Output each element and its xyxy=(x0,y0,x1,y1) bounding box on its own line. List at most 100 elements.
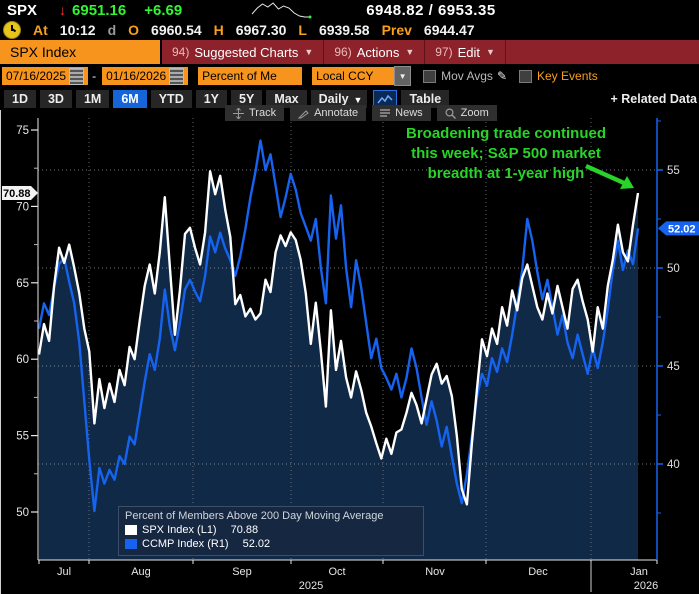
delay-flag: d xyxy=(107,22,117,38)
price-chart[interactable]: 75 70 65 60 55 50 55 50 45 40 Jul Aug Sep Oct Nov Dec Ja… xyxy=(1,110,699,594)
key-events-checkbox[interactable] xyxy=(519,69,532,83)
tab-1y[interactable]: 1Y xyxy=(195,90,228,108)
ccmp-swatch xyxy=(125,539,137,549)
tab-1d[interactable]: 1D xyxy=(4,90,36,108)
chart-area[interactable]: 75 70 65 60 55 50 55 50 45 40 Jul Aug Sep Oct Nov Dec Ja… xyxy=(0,105,699,594)
month-label: Oct xyxy=(328,566,345,578)
chart-settings-bar: 07/16/2025 - 01/16/2026 Percent of Me Lo… xyxy=(0,64,699,88)
chevron-down-icon: ▼ xyxy=(405,47,415,57)
tab-1m[interactable]: 1M xyxy=(75,90,110,108)
year-label: 2025 xyxy=(299,580,323,592)
news-label: News xyxy=(395,107,423,119)
month-label: Jan xyxy=(630,566,648,578)
quote-row-2: At 10:12 d O 6960.54 H 6967.30 L 6939.58… xyxy=(0,20,699,40)
menu-edit[interactable]: 97) Edit ▼ xyxy=(425,40,506,64)
right-axis-label: 50 xyxy=(667,263,680,275)
annotation-line-1: Broadening trade continued xyxy=(405,125,606,142)
legend-value: 70.88 xyxy=(230,524,259,536)
tab-5y[interactable]: 5Y xyxy=(231,90,263,108)
legend-item-spx[interactable]: SPX Index (L1) 70.88 xyxy=(125,523,417,537)
month-label: Aug xyxy=(131,566,151,578)
last-price: 6951.16 xyxy=(72,1,127,19)
calendar-icon[interactable] xyxy=(169,67,185,85)
period-tab-bar: 1D 3D 1M 6M YTD 1Y 5Y Max Daily ▼ Table +… xyxy=(0,88,699,110)
menu-suggested-charts[interactable]: 94) Suggested Charts ▼ xyxy=(162,40,325,64)
chart-annotation-text: Broadening trade continued this week; S&… xyxy=(341,124,671,184)
ccmp-line xyxy=(37,139,640,513)
date-to-field[interactable]: 01/16/2026 xyxy=(102,67,189,85)
month-label: Jul xyxy=(57,566,71,578)
tab-max[interactable]: Max xyxy=(266,90,307,108)
high-label: H xyxy=(213,22,224,38)
pencil-icon[interactable]: ✎ xyxy=(496,69,507,83)
open-label: O xyxy=(128,22,140,38)
prev-value: 6944.47 xyxy=(423,22,475,38)
study-field[interactable]: Percent of Me xyxy=(198,67,303,85)
frequency-value: Daily xyxy=(318,92,349,106)
frequency-dropdown[interactable]: Daily ▼ xyxy=(310,90,368,108)
track-crosshair-icon xyxy=(233,107,244,119)
low-value: 6939.58 xyxy=(318,22,370,38)
spx-line xyxy=(37,170,640,506)
tab-6m-selected[interactable]: 6M xyxy=(113,90,147,108)
legend-label: CCMP Index (R1) xyxy=(142,538,229,550)
date-from-field[interactable]: 07/16/2025 xyxy=(2,67,89,85)
mov-avgs-label: Mov Avgs xyxy=(441,69,493,83)
currency-value: Local CCY xyxy=(316,69,374,83)
mov-avgs-checkbox[interactable] xyxy=(423,69,437,83)
low-label: L xyxy=(298,22,307,38)
annotation-line-2: this week; S&P 500 market xyxy=(411,145,601,162)
security-field[interactable]: SPX Index xyxy=(0,40,162,64)
sparkline-chart xyxy=(251,2,312,19)
left-axis-label: 75 xyxy=(16,125,29,137)
month-label: Nov xyxy=(425,566,445,578)
legend-title: Percent of Members Above 200 Day Moving … xyxy=(125,510,384,522)
news-lines-icon xyxy=(380,108,391,117)
annotation-arrow-head xyxy=(620,176,634,189)
zoom-label: Zoom xyxy=(460,107,489,119)
quote-row-1: SPX ↓ 6951.16 +6.69 6948.82 / 6953.35 xyxy=(0,0,699,20)
menu-bar: SPX Index 94) Suggested Charts ▼ 96) Act… xyxy=(0,40,699,64)
date-range-dash: - xyxy=(92,69,97,83)
menu-item-number: 97) xyxy=(435,45,453,59)
chart-toolbar: Track Annotate News Zoom xyxy=(225,105,503,121)
key-events-label: Key Events xyxy=(537,69,598,83)
menu-actions[interactable]: 96) Actions ▼ xyxy=(324,40,426,64)
right-axis-label: 40 xyxy=(667,459,680,471)
ccmp-last-value-badge xyxy=(658,221,699,236)
menu-item-label: Actions xyxy=(356,44,400,60)
tab-ytd[interactable]: YTD xyxy=(150,90,192,108)
spx-swatch xyxy=(125,525,137,535)
annotation-arrow-shaft xyxy=(585,163,625,186)
left-axis-label: 55 xyxy=(16,431,29,443)
chevron-down-icon: ▼ xyxy=(353,95,363,105)
calendar-icon[interactable] xyxy=(69,67,85,85)
spx-last-value-badge xyxy=(2,185,38,200)
legend-item-ccmp[interactable]: CCMP Index (R1) 52.02 xyxy=(125,537,417,551)
track-label: Track xyxy=(249,107,277,119)
annotate-label: Annotate xyxy=(314,107,359,119)
zoom-button[interactable]: Zoom xyxy=(436,105,497,121)
legend-value: 52.02 xyxy=(242,538,271,550)
spx-last-value: 70.88 xyxy=(3,188,31,200)
tab-table[interactable]: Table xyxy=(401,90,450,108)
tab-3d[interactable]: 3D xyxy=(39,90,72,108)
related-data-button[interactable]: + Related Data xyxy=(610,92,698,106)
track-button[interactable]: Track xyxy=(225,105,285,121)
currency-field[interactable]: Local CCY xyxy=(312,67,395,85)
magnifier-icon xyxy=(445,107,456,119)
legend-label: SPX Index (L1) xyxy=(142,524,217,536)
open-value: 6960.54 xyxy=(151,22,202,38)
study-field-value: Percent of Me xyxy=(202,69,277,83)
high-value: 6967.30 xyxy=(235,22,287,38)
menu-item-label: Suggested Charts xyxy=(194,44,299,60)
right-axis-label: 45 xyxy=(667,361,680,373)
news-button[interactable]: News xyxy=(372,105,431,121)
ticker-symbol: SPX xyxy=(7,1,38,19)
currency-dropdown-button[interactable]: ▼ xyxy=(394,66,412,86)
menu-item-number: 96) xyxy=(334,45,352,59)
month-label: Sep xyxy=(232,566,252,578)
chart-legend: Percent of Members Above 200 Day Moving … xyxy=(118,506,424,556)
annotate-button[interactable]: Annotate xyxy=(290,105,367,121)
